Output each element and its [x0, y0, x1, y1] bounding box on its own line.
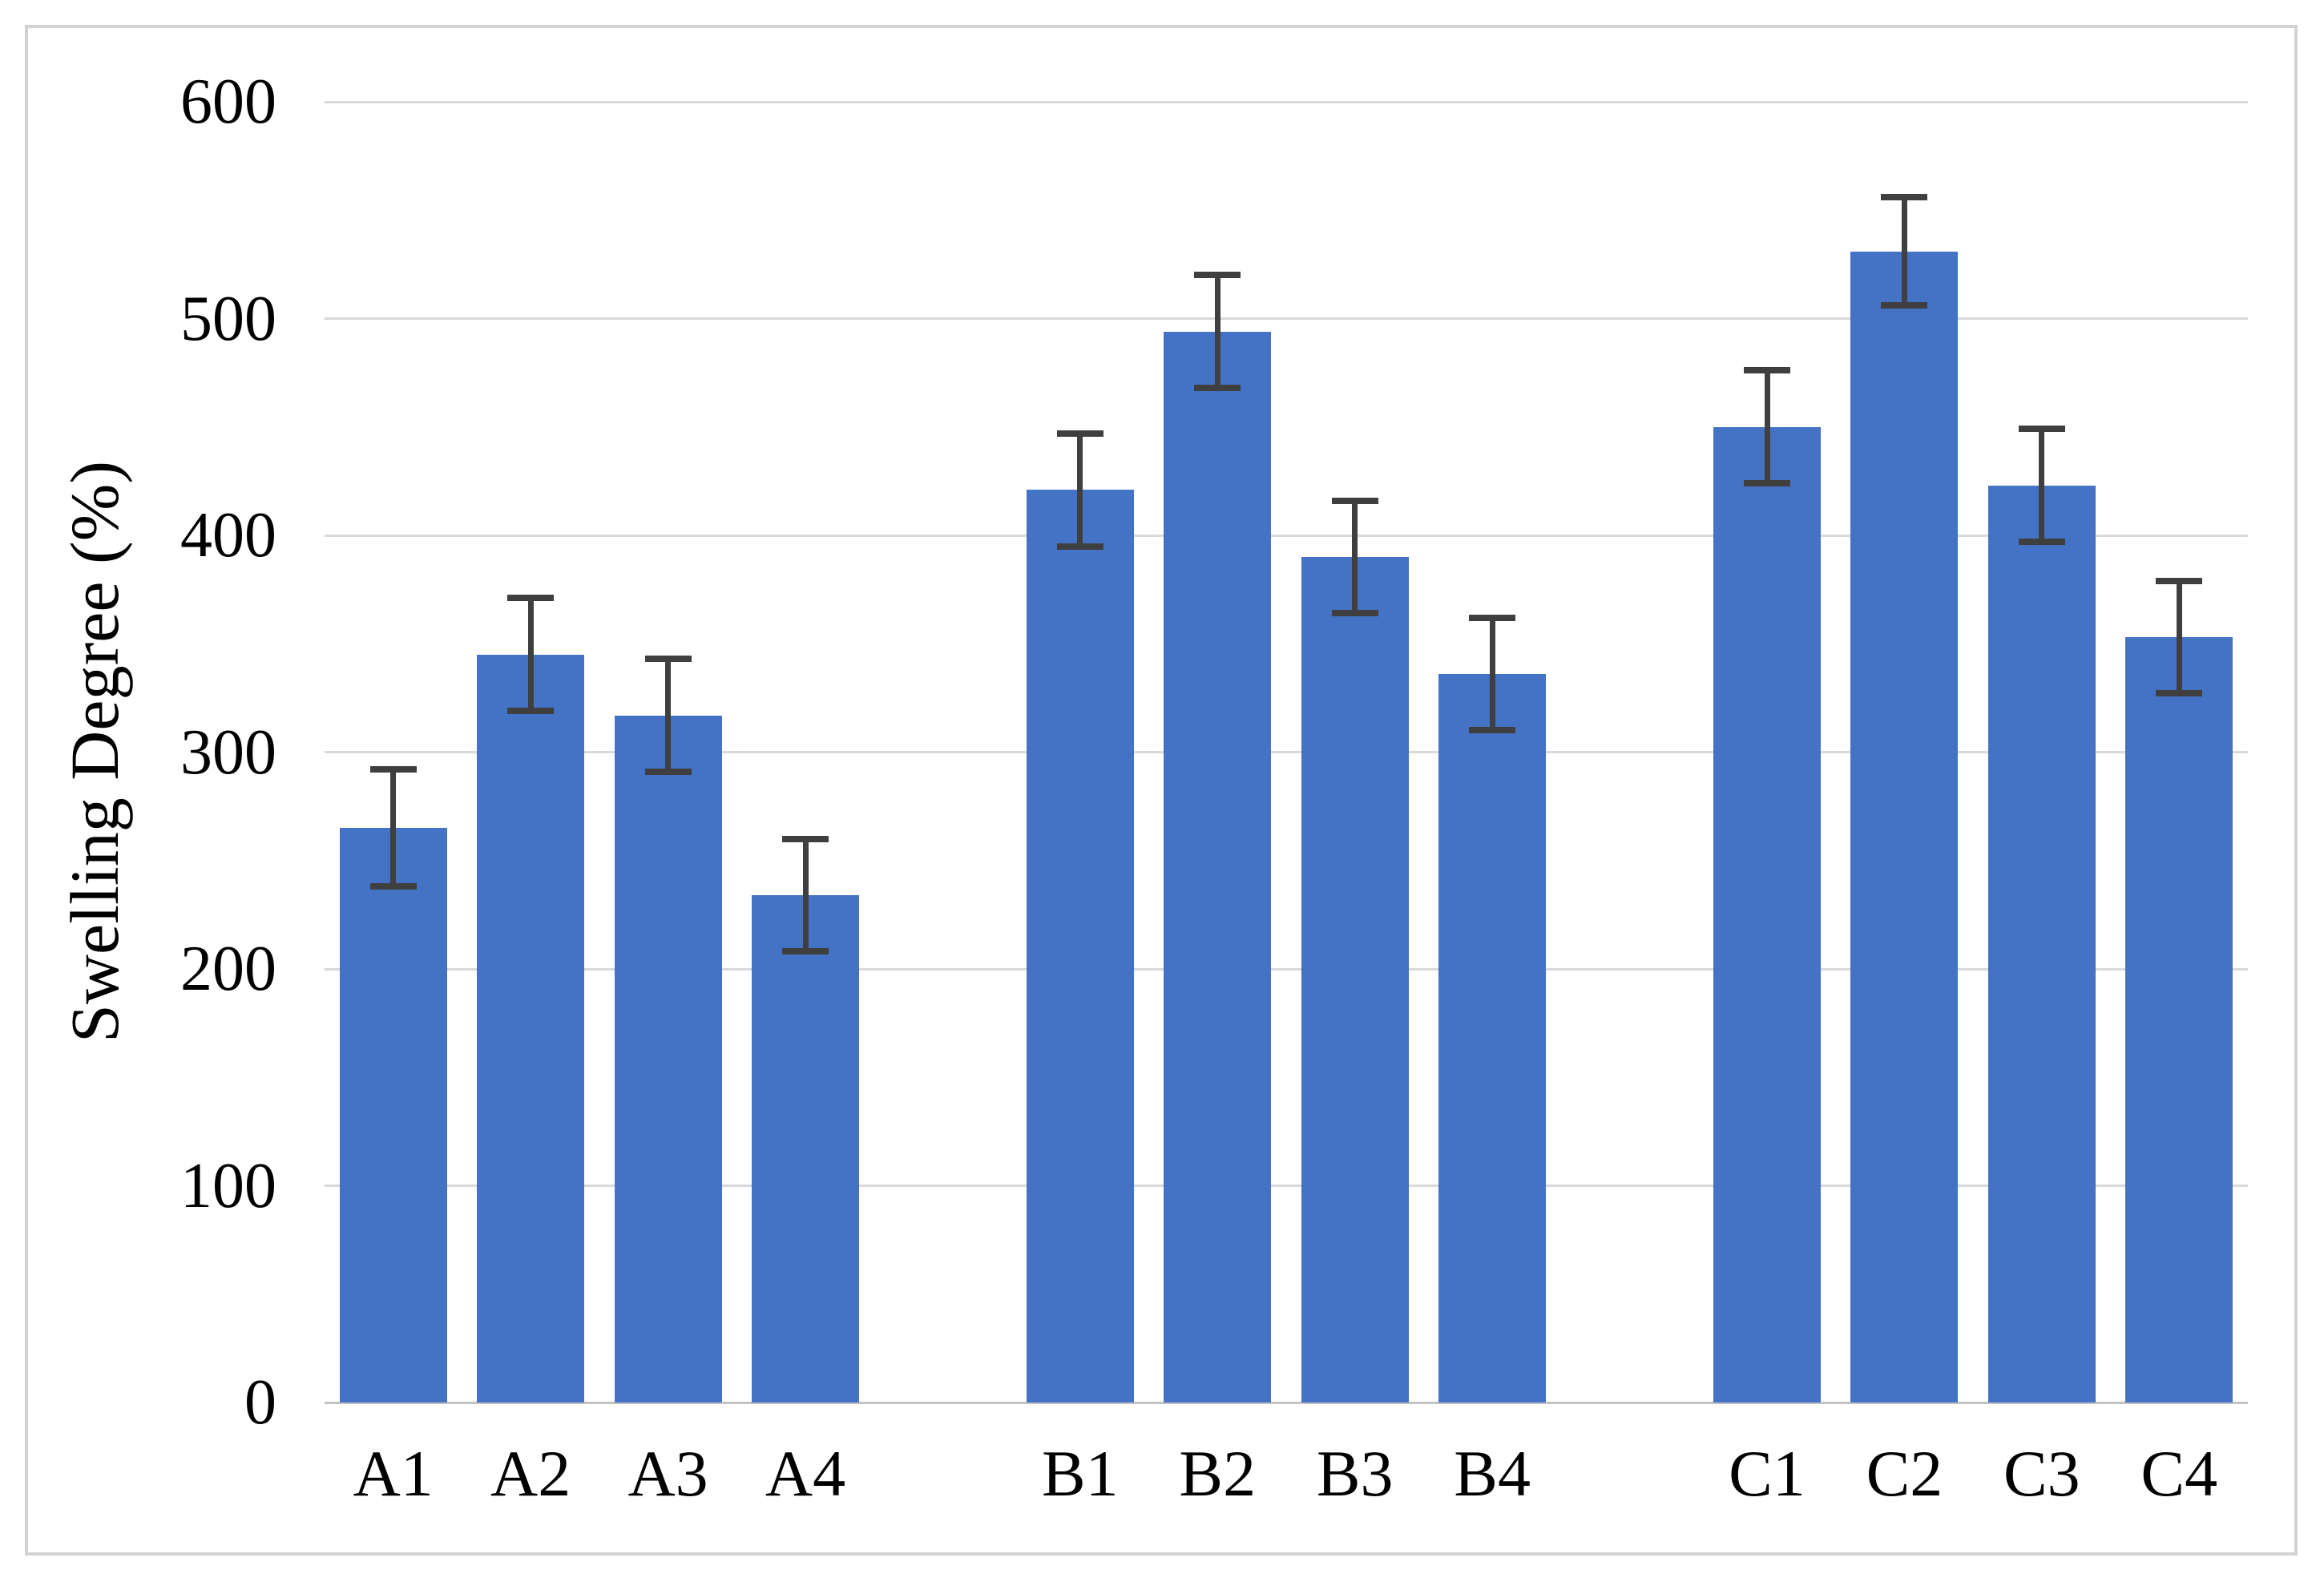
bar-C2 [1850, 251, 1959, 1402]
bar-B2 [1164, 331, 1272, 1402]
error-bar-cap-top-A2 [507, 595, 555, 602]
x-axis-label-B1: B1 [1041, 1437, 1119, 1510]
error-bar-cap-bottom-C2 [1881, 302, 1928, 309]
error-bar-A4 [802, 838, 809, 952]
error-bar-cap-top-A4 [782, 835, 829, 842]
error-bar-A1 [390, 769, 397, 887]
x-axis-label-A2: A2 [490, 1437, 571, 1510]
x-axis-label-C3: C3 [2003, 1437, 2080, 1510]
error-bar-cap-bottom-C1 [1744, 480, 1790, 487]
error-bar-cap-top-B4 [1469, 614, 1516, 621]
y-tick-label: 0 [244, 1367, 276, 1438]
y-tick-label: 500 [180, 283, 276, 354]
x-axis-label-B2: B2 [1179, 1437, 1257, 1510]
x-axis-label-C2: C2 [1866, 1437, 1943, 1510]
error-bar-B1 [1077, 433, 1083, 547]
x-axis-line [325, 1401, 2248, 1404]
y-tick-label: 100 [180, 1150, 276, 1221]
bar-A1 [339, 828, 447, 1402]
x-axis-label-C1: C1 [1729, 1437, 1806, 1510]
x-axis-label-B3: B3 [1316, 1437, 1394, 1510]
bar-B3 [1301, 557, 1409, 1402]
bar-C1 [1713, 426, 1821, 1402]
error-bar-cap-bottom-C4 [2156, 690, 2203, 697]
error-bar-A3 [665, 659, 672, 772]
error-bar-cap-bottom-B3 [1331, 610, 1378, 617]
error-bar-B4 [1489, 617, 1495, 731]
gridline [325, 100, 2248, 103]
error-bar-cap-bottom-A1 [369, 883, 417, 890]
error-bar-cap-bottom-C3 [2018, 539, 2065, 546]
x-axis-label-C4: C4 [2140, 1437, 2218, 1510]
y-axis-title: Swelling Degree (%) [56, 461, 133, 1043]
error-bar-cap-top-C1 [1744, 367, 1790, 374]
error-bar-cap-top-C4 [2156, 577, 2203, 584]
error-bar-C3 [2039, 429, 2045, 543]
error-bar-cap-bottom-A2 [507, 708, 555, 715]
y-tick-label: 200 [180, 934, 276, 1004]
gridline [325, 967, 2248, 971]
x-axis-label-A3: A3 [627, 1437, 708, 1510]
y-tick-label: 600 [180, 67, 276, 137]
gridline [325, 317, 2248, 320]
x-axis-label-A1: A1 [353, 1437, 434, 1510]
gridline [325, 534, 2248, 537]
error-bar-cap-bottom-A3 [644, 768, 692, 775]
x-axis-label-B4: B4 [1454, 1437, 1531, 1510]
error-bar-cap-bottom-B4 [1469, 727, 1516, 734]
bar-B1 [1026, 490, 1134, 1402]
error-bar-cap-top-A1 [369, 766, 417, 773]
bar-A3 [614, 715, 722, 1402]
error-bar-cap-top-B2 [1194, 272, 1241, 279]
gridline [325, 1184, 2248, 1187]
bar-C3 [1987, 485, 2096, 1402]
bar-A2 [477, 654, 585, 1402]
error-bar-cap-top-C2 [1881, 194, 1928, 201]
bar-B4 [1438, 674, 1547, 1402]
error-bar-cap-bottom-B2 [1194, 385, 1241, 392]
error-bar-C1 [1764, 370, 1770, 484]
bar-C4 [2125, 637, 2233, 1402]
error-bar-cap-bottom-A4 [782, 948, 829, 955]
gridline [325, 751, 2248, 753]
bar-A4 [752, 895, 859, 1402]
error-bar-cap-top-C3 [2018, 426, 2065, 433]
error-bar-cap-top-A3 [644, 656, 692, 663]
error-bar-cap-top-B1 [1056, 430, 1103, 437]
error-bar-cap-bottom-B1 [1056, 543, 1103, 550]
y-tick-label: 400 [180, 500, 276, 571]
plot-area [325, 102, 2248, 1402]
x-axis-label-A4: A4 [765, 1437, 846, 1510]
error-bar-C4 [2176, 580, 2182, 694]
y-tick-label: 300 [180, 716, 276, 788]
error-bar-C2 [1901, 197, 1907, 306]
error-bar-B3 [1352, 500, 1358, 614]
error-bar-B2 [1214, 275, 1221, 389]
error-bar-cap-top-B3 [1331, 497, 1378, 504]
error-bar-A2 [527, 598, 534, 712]
